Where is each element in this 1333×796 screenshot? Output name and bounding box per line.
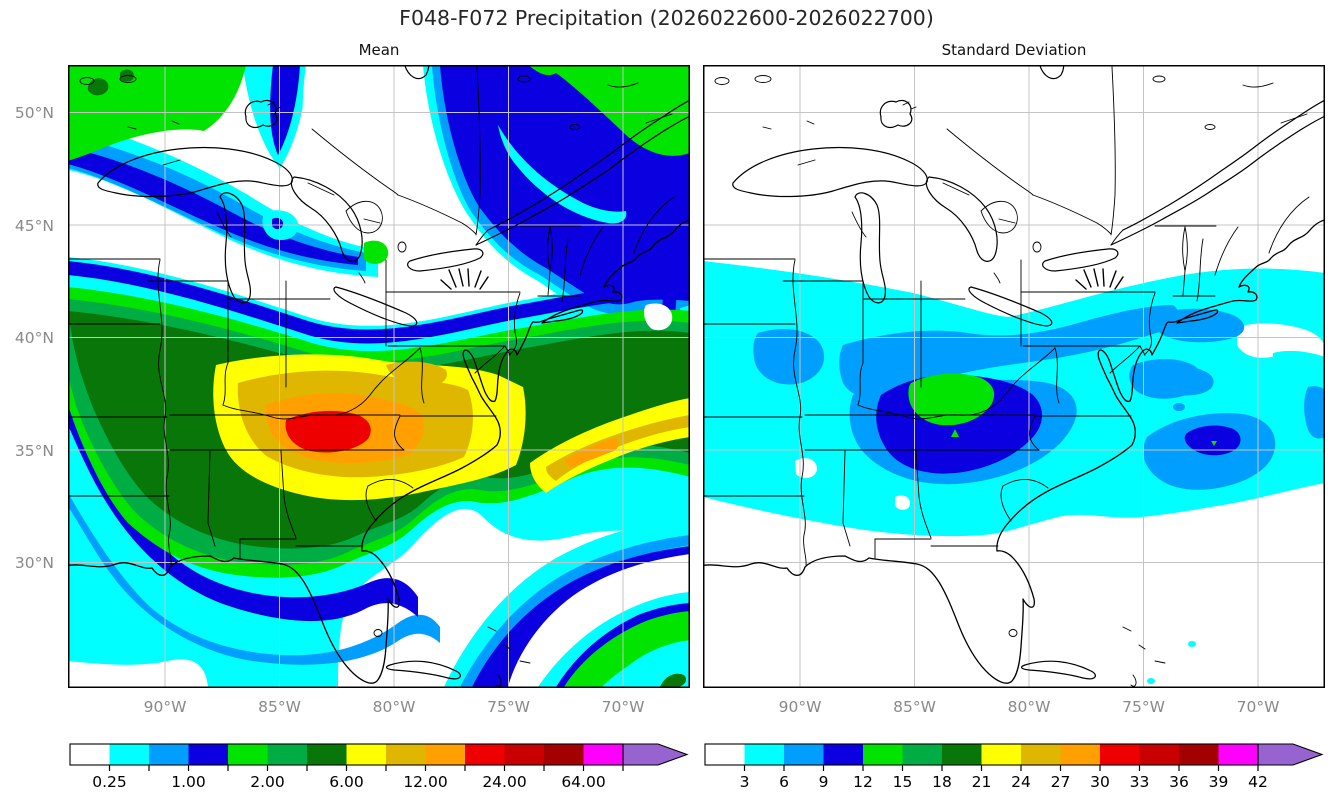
- colorbar-segment: [504, 744, 545, 765]
- colorbar-segment: [70, 744, 110, 765]
- colorbar-tick-label: 36: [1169, 773, 1189, 791]
- lon-tick-label: 75°W: [1122, 698, 1165, 716]
- colorbar-segment: [425, 744, 466, 765]
- lat-tick-label: 45°N: [14, 216, 54, 235]
- figure-title: F048-F072 Precipitation (2026022600-2026…: [399, 6, 934, 30]
- colorbar-tick-label: 3: [740, 773, 750, 791]
- colorbar-segment: [981, 744, 1022, 765]
- std-contour-fills: [703, 261, 1325, 684]
- colorbar-segment: [149, 744, 189, 765]
- colorbar-segment: [1179, 744, 1219, 765]
- colorbar-tick-label: 9: [819, 773, 829, 791]
- colorbar-tick-label: 15: [893, 773, 913, 791]
- colorbar-segment: [386, 744, 426, 765]
- lon-tick-label: 85°W: [258, 698, 301, 716]
- colorbar-segment: [705, 744, 745, 765]
- colorbar-segment: [583, 744, 624, 765]
- colorbar-segment: [902, 744, 943, 765]
- lon-tick-label: 80°W: [372, 698, 416, 716]
- mean-contour-fills: [68, 65, 690, 687]
- colorbar-segment: [744, 744, 785, 765]
- colorbar-tick-label: 2.00: [250, 773, 285, 791]
- colorbar-tick-label: 6: [779, 773, 789, 791]
- std-panel-border: [703, 65, 1325, 688]
- colorbar-over-arrow: [1257, 743, 1324, 766]
- colorbar-tick-label: 12.00: [403, 773, 447, 791]
- colorbar-segment: [784, 744, 824, 765]
- lon-tick-label: 70°W: [1236, 698, 1280, 716]
- colorbar-tick-label: 64.00: [561, 773, 605, 791]
- lon-tick-label: 80°W: [1007, 698, 1051, 716]
- colorbar-segment: [863, 744, 903, 765]
- colorbar-tick-label: 33: [1130, 773, 1150, 791]
- colorbar-tick-label: 21: [972, 773, 992, 791]
- colorbar-segment: [109, 744, 150, 765]
- lat-axis-labels: 50°N 45°N 40°N 35°N 30°N: [0, 65, 62, 688]
- colorbar-segment: [1218, 744, 1259, 765]
- lat-tick-label: 40°N: [14, 329, 54, 347]
- colorbar-segment: [228, 744, 268, 765]
- std-lon-axis-labels: 90°W 85°W 80°W 75°W 70°W: [703, 694, 1325, 720]
- std-colorbar: 3 6 9 12 15 18 21 24 27 30 33 36 39 42: [704, 743, 1324, 791]
- colorbar-segment: [188, 744, 229, 765]
- lon-tick-label: 85°W: [893, 698, 936, 716]
- colorbar-segment: [942, 744, 982, 765]
- colorbar-tick-label: 24.00: [482, 773, 526, 791]
- std-map-canvas: [703, 65, 1325, 688]
- colorbar-segment: [346, 744, 387, 765]
- colorbar-tick-label: 27: [1051, 773, 1071, 791]
- colorbar-segment: [307, 744, 347, 765]
- colorbar-tick-label: 24: [1011, 773, 1031, 791]
- colorbar-segment: [465, 744, 505, 765]
- colorbar-tick-label: 12: [853, 773, 873, 791]
- lat-tick-label: 30°N: [14, 554, 54, 572]
- colorbar-segment: [1139, 744, 1180, 765]
- colorbar-segment: [823, 744, 864, 765]
- colorbar-segment: [1060, 744, 1101, 765]
- colorbar-tick-label: 42: [1248, 773, 1268, 791]
- colorbar-tick-label: 18: [932, 773, 952, 791]
- lon-tick-label: 70°W: [601, 698, 645, 716]
- colorbar-segment: [1100, 744, 1140, 765]
- lon-tick-label: 90°W: [143, 698, 187, 716]
- colorbar-tick-label: 30: [1090, 773, 1110, 791]
- mean-map-canvas: [68, 65, 690, 688]
- lon-tick-label: 90°W: [778, 698, 822, 716]
- colorbar-segment: [1021, 744, 1061, 765]
- lat-tick-label: 50°N: [14, 104, 54, 122]
- colorbar-segment: [544, 744, 584, 765]
- lon-tick-label: 75°W: [487, 698, 530, 716]
- colorbar-tick-label: 0.25: [92, 773, 127, 791]
- mean-colorbar: 0.25 1.00 2.00 6.00 12.00 24.00 64.00: [69, 743, 689, 791]
- colorbar-tick-label: 6.00: [329, 773, 364, 791]
- colorbar-over-arrow: [622, 743, 689, 766]
- colorbar-segment: [267, 744, 308, 765]
- std-panel-title: Standard Deviation: [941, 41, 1087, 59]
- mean-lon-axis-labels: 90°W 85°W 80°W 75°W 70°W: [68, 694, 690, 720]
- mean-panel-border: [68, 65, 690, 688]
- mean-panel-title: Mean: [358, 41, 400, 59]
- colorbar-tick-label: 39: [1209, 773, 1229, 791]
- colorbar-tick-label: 1.00: [171, 773, 206, 791]
- lat-tick-label: 35°N: [14, 441, 54, 460]
